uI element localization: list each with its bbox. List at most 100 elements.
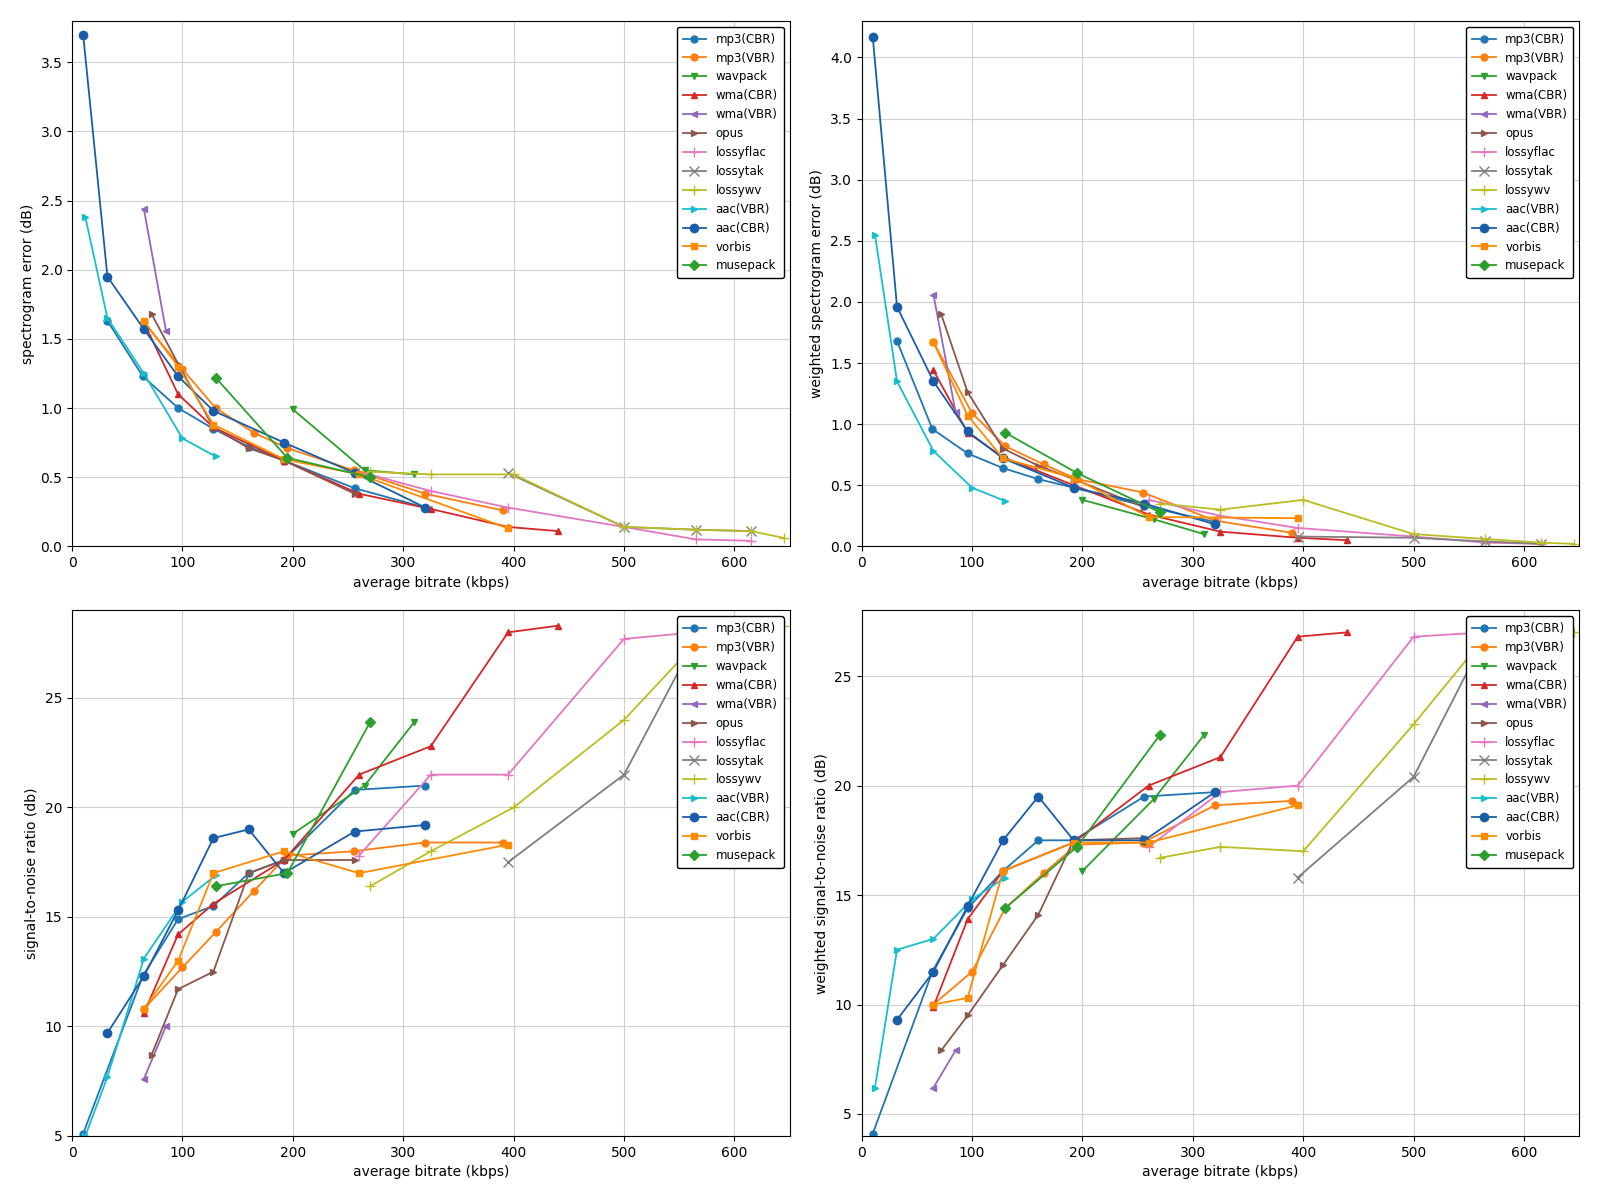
Line: mp3(CBR): mp3(CBR) bbox=[104, 318, 429, 511]
aac(CBR) bbox=[1064, 833, 1083, 847]
wma(CBR) bbox=[134, 316, 154, 330]
aac(VBR) bbox=[866, 228, 885, 242]
lossytak bbox=[499, 856, 518, 870]
wma(CBR) bbox=[203, 420, 222, 434]
wma(VBR) bbox=[923, 287, 942, 301]
Line: opus: opus bbox=[149, 311, 358, 497]
Line: opus: opus bbox=[149, 857, 358, 1058]
lossywv bbox=[1475, 630, 1494, 644]
mp3(CBR) bbox=[74, 1127, 93, 1141]
X-axis label: average bitrate (kbps): average bitrate (kbps) bbox=[352, 1165, 509, 1180]
vorbis bbox=[275, 452, 294, 467]
mp3(CBR) bbox=[416, 779, 435, 793]
vorbis bbox=[1288, 511, 1307, 526]
wavpack bbox=[1074, 864, 1093, 878]
lossytak bbox=[1288, 870, 1307, 884]
lossywv bbox=[1294, 844, 1314, 858]
Line: mp3(VBR): mp3(VBR) bbox=[141, 319, 506, 514]
mp3(VBR) bbox=[173, 362, 192, 377]
wma(CBR) bbox=[421, 502, 440, 516]
wavpack bbox=[283, 402, 302, 416]
Y-axis label: signal-to-noise ratio (db): signal-to-noise ratio (db) bbox=[26, 787, 40, 959]
lossyflac bbox=[741, 534, 760, 548]
lossytak bbox=[741, 524, 760, 539]
lossywv bbox=[1211, 503, 1230, 517]
Legend: mp3(CBR), mp3(VBR), wavpack, wma(CBR), wma(VBR), opus, lossyflac, lossytak, loss: mp3(CBR), mp3(VBR), wavpack, wma(CBR), w… bbox=[1466, 26, 1573, 278]
lossyflac bbox=[349, 848, 368, 863]
aac(VBR) bbox=[963, 893, 982, 907]
Legend: mp3(CBR), mp3(VBR), wavpack, wma(CBR), wma(VBR), opus, lossyflac, lossytak, loss: mp3(CBR), mp3(VBR), wavpack, wma(CBR), w… bbox=[677, 617, 784, 868]
vorbis bbox=[275, 844, 294, 858]
mp3(CBR) bbox=[346, 481, 365, 496]
lossywv bbox=[741, 625, 760, 640]
lossyflac bbox=[1139, 840, 1158, 854]
mp3(CBR) bbox=[1134, 790, 1154, 804]
wma(VBR) bbox=[157, 1019, 176, 1033]
aac(CBR) bbox=[888, 1013, 907, 1027]
lossytak bbox=[1475, 630, 1494, 644]
lossywv bbox=[774, 618, 794, 632]
aac(VBR) bbox=[923, 931, 942, 946]
wma(CBR) bbox=[499, 520, 518, 534]
Line: mp3(CBR): mp3(CBR) bbox=[893, 337, 1218, 526]
aac(VBR) bbox=[888, 942, 907, 956]
aac(CBR) bbox=[923, 374, 942, 389]
mp3(CBR) bbox=[203, 421, 222, 436]
wma(CBR) bbox=[1064, 835, 1083, 850]
wma(CBR) bbox=[923, 364, 942, 378]
lossywv bbox=[1475, 532, 1494, 546]
Line: vorbis: vorbis bbox=[930, 802, 1301, 1008]
lossytak bbox=[614, 520, 634, 534]
mp3(CBR) bbox=[416, 500, 435, 515]
lossytak bbox=[1403, 769, 1422, 784]
aac(CBR) bbox=[346, 824, 365, 839]
lossytak bbox=[1475, 534, 1494, 548]
musepack bbox=[278, 866, 298, 881]
wma(CBR) bbox=[1288, 630, 1307, 644]
mp3(VBR) bbox=[923, 997, 942, 1012]
aac(CBR) bbox=[1205, 517, 1224, 532]
opus bbox=[958, 1008, 978, 1022]
wma(CBR) bbox=[134, 1006, 154, 1020]
aac(CBR) bbox=[275, 866, 294, 881]
musepack bbox=[1067, 840, 1086, 854]
aac(VBR) bbox=[98, 1069, 117, 1084]
wma(CBR) bbox=[549, 524, 568, 539]
lossytak bbox=[1288, 529, 1307, 544]
lossyflac bbox=[421, 768, 440, 782]
lossytak bbox=[1531, 625, 1550, 640]
mp3(CBR) bbox=[923, 965, 942, 979]
lossywv bbox=[614, 520, 634, 534]
mp3(CBR) bbox=[994, 864, 1013, 878]
lossywv bbox=[421, 467, 440, 481]
lossyflac bbox=[1288, 521, 1307, 535]
aac(CBR) bbox=[203, 830, 222, 845]
lossyflac bbox=[686, 625, 706, 640]
wma(VBR) bbox=[157, 323, 176, 337]
musepack bbox=[278, 451, 298, 466]
Line: wma(VBR): wma(VBR) bbox=[141, 205, 170, 334]
mp3(VBR) bbox=[134, 316, 154, 330]
aac(VBR) bbox=[866, 1080, 885, 1094]
lossywv bbox=[360, 464, 379, 479]
wma(CBR) bbox=[1064, 478, 1083, 492]
lossyflac bbox=[614, 631, 634, 646]
Line: aac(VBR): aac(VBR) bbox=[872, 232, 1008, 504]
lossywv bbox=[1211, 840, 1230, 854]
mp3(CBR) bbox=[133, 370, 152, 384]
lossytak bbox=[686, 631, 706, 646]
lossyflac bbox=[1139, 493, 1158, 508]
musepack bbox=[1067, 466, 1086, 480]
Line: vorbis: vorbis bbox=[141, 318, 512, 532]
Line: lossyflac: lossyflac bbox=[1144, 628, 1546, 852]
lossywv bbox=[504, 467, 523, 481]
lossywv bbox=[1150, 851, 1170, 865]
lossytak bbox=[499, 466, 518, 480]
lossytak bbox=[741, 625, 760, 640]
lossyflac bbox=[499, 768, 518, 782]
Y-axis label: weighted signal-to-noise ratio (dB): weighted signal-to-noise ratio (dB) bbox=[814, 752, 829, 994]
wma(CBR) bbox=[1139, 508, 1158, 522]
Line: mp3(VBR): mp3(VBR) bbox=[141, 839, 506, 1013]
aac(VBR) bbox=[206, 449, 226, 463]
mp3(VBR) bbox=[344, 844, 363, 858]
